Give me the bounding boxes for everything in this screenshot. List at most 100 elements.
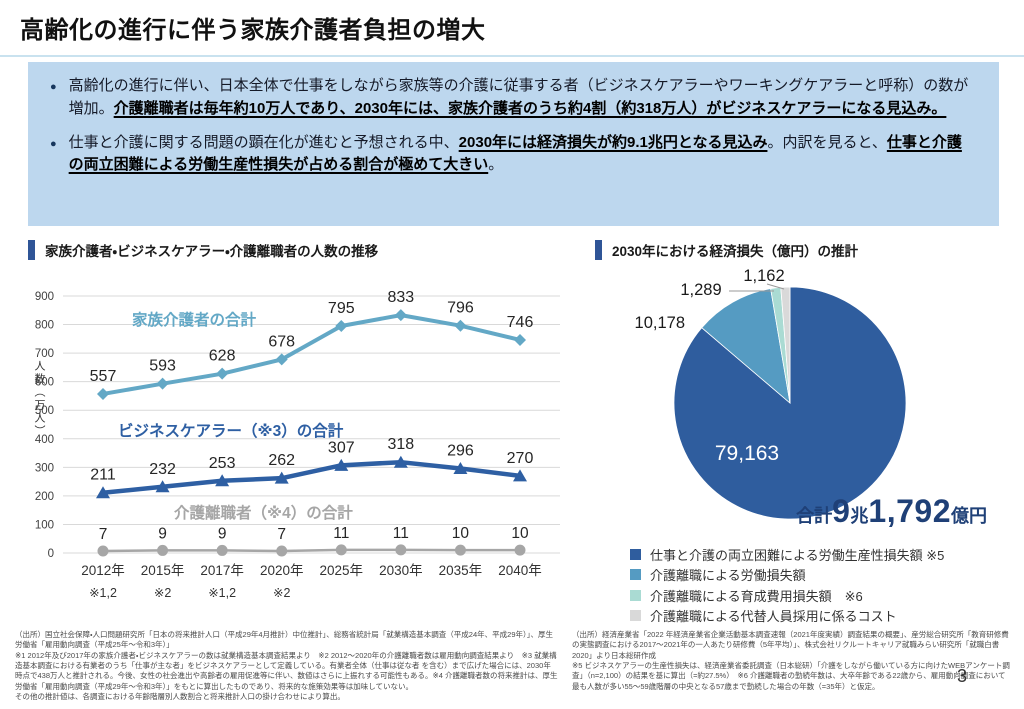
x-tick-label: 2035年 — [439, 563, 483, 578]
legend-swatch-icon — [630, 610, 641, 622]
y-tick-label: 300 — [35, 462, 54, 474]
data-label: 11 — [393, 525, 409, 542]
triangle-marker-icon — [334, 458, 349, 471]
footnote-right: （出所）経済産業省「2022 年経済産業省企業活動基本調査速報（2021年度実績… — [572, 630, 1013, 702]
diamond-marker-icon — [156, 377, 169, 390]
footnote-line: （出所）経済産業省「2022 年経済産業省企業活動基本調査速報（2021年度実績… — [572, 630, 1009, 660]
series-line — [101, 548, 522, 553]
data-label: 10 — [452, 525, 470, 542]
bullet-plain-text: 高齢化の進行に伴い、日本全体で仕事をしながら家族等の介護に従事する者（ビジネスケ… — [68, 77, 969, 117]
data-label: 795 — [328, 300, 355, 317]
data-label: 232 — [149, 461, 176, 478]
pie-legend: 仕事と介護の両立困難による労働生産性損失額 ※5 介護離職による労働損失額介護離職… — [630, 544, 944, 626]
page-number: 3 — [957, 666, 968, 686]
overview-box: ● 高齢化の進行に伴い、日本全体で仕事をしながら家族等の介護に従事する者（ビジネス… — [28, 62, 999, 226]
series-line — [100, 459, 523, 495]
total-segment: 9 — [832, 493, 851, 529]
x-tick-label: 2017年 — [200, 563, 244, 578]
y-axis-label: 人数（万人） — [33, 360, 45, 438]
circle-marker-icon — [97, 545, 109, 557]
bullet-icon: ● — [50, 137, 57, 150]
bullet-emphasis-text: 2030年には経済損失が約9.1兆円となる見込み — [458, 133, 768, 151]
footnote-line: その他の推計値は、各調査における年齢階層別人数割合と将来推計人口の掛け合わせによ… — [15, 692, 345, 702]
data-label: 11 — [333, 525, 349, 542]
bullet-icon: ● — [50, 81, 57, 93]
data-label: 678 — [268, 333, 295, 350]
y-tick-label: 600 — [35, 377, 54, 389]
data-label: 253 — [209, 455, 236, 472]
data-label: 833 — [388, 289, 415, 306]
circle-marker-icon — [157, 544, 169, 556]
footnote-line: （出所）国立社会保障・人口問題研究所「日本の将来推計人口（平成29年4月推計）中… — [15, 630, 553, 650]
total-segment: 億円 — [951, 506, 987, 526]
bullet-emphasis-text: 仕事と介護の両立困難による労働生産性損失が占める割合が極めて大きい — [68, 133, 962, 174]
overview-bullet: ● 仕事と介護に関する問題の顕在化が進むと予想される中、2030年には経済損失が約… — [42, 132, 975, 178]
y-tick-label: 800 — [35, 320, 54, 332]
triangle-marker-icon — [155, 480, 170, 493]
diamond-marker-icon — [335, 319, 348, 332]
diamond-marker-icon — [97, 387, 109, 400]
total-segment: 1,792 — [868, 493, 951, 529]
series-line — [101, 313, 522, 396]
series-name-label: 介護離職者（※4）の合計 — [174, 503, 353, 522]
bullet-plain-text: 。内訳を見ると、 — [767, 133, 887, 151]
total-segment: 兆 — [850, 506, 869, 526]
x-tick-note: ※1,2 — [89, 586, 117, 600]
title-bar: 高齢化の進行に伴う家族介護者負担の増大 — [0, 0, 1024, 57]
data-label: 9 — [218, 525, 227, 542]
data-label: 628 — [209, 348, 236, 365]
pie-chart-header: 2030年における経済損失（億円）の推計 — [595, 238, 1015, 262]
data-label: 296 — [447, 442, 474, 459]
pie-slice — [780, 286, 791, 404]
x-tick-note: ※2 — [273, 586, 290, 600]
triangle-marker-icon — [215, 474, 230, 487]
circle-marker-icon — [454, 544, 466, 556]
y-tick-label: 400 — [35, 434, 54, 446]
legend-item: 介護離職による労働損失額 — [630, 565, 944, 586]
header-accent-bar — [28, 240, 35, 260]
diamond-marker-icon — [514, 333, 526, 346]
overview-bullet: ● 高齢化の進行に伴い、日本全体で仕事をしながら家族等の介護に従事する者（ビジネス… — [42, 75, 975, 121]
legend-label: 仕事と介護の両立困難による労働生産性損失額 ※5 — [650, 547, 945, 563]
diamond-marker-icon — [275, 353, 288, 366]
data-label: 7 — [99, 526, 108, 543]
x-tick-label: 2025年 — [320, 563, 364, 578]
pie-value-label: 79,163 — [715, 442, 779, 465]
diamond-marker-icon — [394, 309, 407, 322]
legend-label: 介護離職による代替人員採用に係るコスト — [650, 609, 897, 625]
x-tick-note: ※2 — [154, 586, 171, 600]
bullet-text: 高齢化の進行に伴い、日本全体で仕事をしながら家族等の介護に従事する者（ビジネスケ… — [69, 75, 975, 121]
series-name-label: 家族介護者の合計 — [132, 310, 257, 329]
line-chart-panel: 家族介護者・ビジネスケアラー・介護離職者の人数の推移 人数（万人） 0 100 20… — [28, 238, 578, 613]
y-tick-label: 900 — [35, 291, 54, 303]
overview-bullets: ● 高齢化の進行に伴い、日本全体で仕事をしながら家族等の介護に従事する者（ビジネス… — [42, 75, 975, 177]
bullet-plain-text: 仕事と介護に関する問題の顕在化が進むと予想される中、 — [68, 133, 459, 151]
legend-item: 介護離職による育成費用損失額 ※6 — [630, 585, 944, 606]
data-label: 796 — [447, 300, 474, 317]
y-tick-label: 0 — [48, 548, 54, 560]
pie-value-label: 1,162 — [743, 268, 784, 285]
legend-label: 介護離職による労働損失額 — [650, 568, 806, 584]
footnote-line: ※5 ビジネスケアラーの生産性損失は、経済産業省委託調査（日本総研）「介護をしな… — [572, 661, 1010, 691]
triangle-marker-icon — [96, 486, 110, 499]
pie-chart-svg: 79,163 10,178 1,289 1,162 — [635, 268, 907, 520]
data-label: 270 — [507, 450, 534, 467]
data-label: 307 — [328, 439, 355, 456]
y-tick-label: 100 — [35, 519, 54, 531]
bullet-text: 仕事と介護に関する問題の顕在化が進むと予想される中、2030年には経済損失が約9… — [69, 132, 975, 178]
pie-chart-title: 2030年における経済損失（億円）の推計 — [612, 244, 859, 259]
triangle-marker-icon — [274, 471, 289, 484]
y-tick-label: 500 — [35, 405, 54, 417]
data-label: 7 — [277, 526, 286, 543]
total-segment: 合計 — [796, 506, 833, 526]
circle-marker-icon — [514, 544, 526, 556]
x-tick-label: 2020年 — [260, 563, 304, 578]
diamond-marker-icon — [216, 367, 229, 380]
pie-value-label: 10,178 — [635, 314, 685, 332]
bullet-plain-text: 。 — [488, 156, 504, 174]
legend-item: 仕事と介護の両立困難による労働生産性損失額 ※5 — [630, 544, 944, 565]
header-accent-bar — [595, 240, 602, 260]
legend-label: 介護離職による育成費用損失額 ※6 — [650, 588, 863, 604]
footnote-left: （出所）国立社会保障・人口問題研究所「日本の将来推計人口（平成29年4月推計）中… — [15, 630, 558, 702]
